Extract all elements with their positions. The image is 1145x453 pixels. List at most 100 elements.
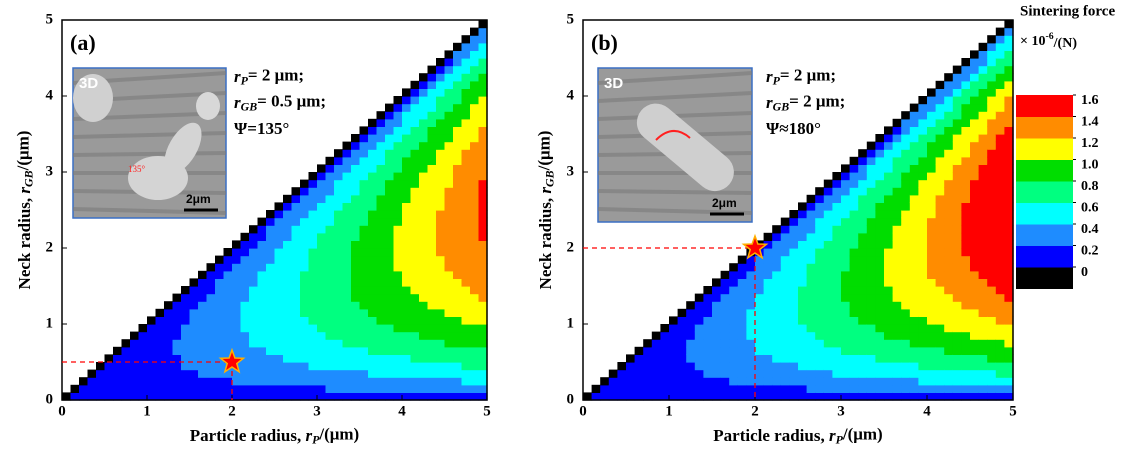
contour-cell xyxy=(918,392,928,401)
contour-cell xyxy=(729,331,739,340)
y-tick-label: 4 xyxy=(567,87,575,103)
contour-cell xyxy=(995,263,1005,272)
contour-cell xyxy=(402,377,412,386)
contour-cell xyxy=(478,339,488,348)
contour-cell xyxy=(291,225,301,234)
contour-cell xyxy=(712,308,722,317)
contour-cell xyxy=(240,293,250,302)
contour-cell xyxy=(266,210,276,219)
colorbar-label: 1.0 xyxy=(1081,158,1099,173)
contour-cell xyxy=(935,156,945,165)
contour-cell xyxy=(410,118,420,127)
contour-cell xyxy=(402,308,412,317)
contour-cell xyxy=(274,225,284,234)
contour-cell xyxy=(240,270,250,279)
contour-cell xyxy=(478,369,488,378)
contour-cell xyxy=(325,232,335,241)
contour-cell xyxy=(317,248,327,257)
x-tick-label: 4 xyxy=(398,403,406,419)
contour-cell xyxy=(147,346,157,355)
contour-cell xyxy=(427,240,437,249)
contour-cell xyxy=(274,248,284,257)
contour-cell xyxy=(815,316,825,325)
contour-cell xyxy=(274,240,284,249)
contour-cell xyxy=(643,339,653,348)
contour-cell xyxy=(427,331,437,340)
contour-cell xyxy=(995,27,1005,36)
contour-cell xyxy=(478,27,488,36)
contour-cell xyxy=(995,377,1005,386)
contour-cell xyxy=(453,293,463,302)
contour-cell xyxy=(591,392,601,401)
contour-cell xyxy=(419,172,429,181)
contour-cell xyxy=(737,384,747,393)
contour-cell xyxy=(206,301,216,310)
contour-cell xyxy=(436,248,446,257)
contour-cell xyxy=(342,179,352,188)
contour-cell xyxy=(402,118,412,127)
contour-cell xyxy=(402,369,412,378)
contour-cell xyxy=(249,255,259,264)
contour-cell xyxy=(643,354,653,363)
contour-cell xyxy=(686,339,696,348)
contour-cell xyxy=(436,308,446,317)
contour-cell xyxy=(410,179,420,188)
contour-cell xyxy=(952,301,962,310)
contour-cell xyxy=(918,126,928,135)
contour-cell xyxy=(393,331,403,340)
contour-cell xyxy=(935,179,945,188)
contour-cell xyxy=(189,278,199,287)
contour-cell xyxy=(651,362,661,371)
contour-cell xyxy=(444,316,454,325)
contour-cell xyxy=(427,263,437,272)
contour-cell xyxy=(368,316,378,325)
contour-cell xyxy=(104,354,114,363)
contour-cell xyxy=(198,369,208,378)
contour-cell xyxy=(419,80,429,89)
contour-cell xyxy=(832,263,842,272)
contour-cell xyxy=(823,286,833,295)
contour-cell xyxy=(1004,392,1014,401)
contour-cell xyxy=(841,369,851,378)
contour-cell xyxy=(995,369,1005,378)
contour-cell xyxy=(780,392,790,401)
contour-cell xyxy=(866,278,876,287)
contour-cell xyxy=(651,392,661,401)
contour-cell xyxy=(274,346,284,355)
contour-cell xyxy=(470,73,480,82)
panel-label: (b) xyxy=(591,30,618,55)
contour-cell xyxy=(410,392,420,401)
contour-cell xyxy=(970,96,980,105)
contour-cell xyxy=(849,179,859,188)
contour-cell xyxy=(961,324,971,333)
contour-cell xyxy=(720,286,730,295)
contour-cell xyxy=(198,308,208,317)
contour-cell xyxy=(300,316,310,325)
contour-cell xyxy=(952,377,962,386)
contour-cell xyxy=(978,263,988,272)
contour-cell xyxy=(206,331,216,340)
contour-cell xyxy=(892,339,902,348)
y-axis-label-part: Neck radius, xyxy=(536,194,555,290)
contour-cell xyxy=(823,194,833,203)
contour-cell xyxy=(478,384,488,393)
contour-cell xyxy=(172,293,182,302)
contour-cell xyxy=(978,103,988,112)
contour-cell xyxy=(866,248,876,257)
contour-cell xyxy=(875,164,885,173)
contour-cell xyxy=(918,111,928,120)
contour-cell xyxy=(806,225,816,234)
contour-cell xyxy=(935,308,945,317)
contour-cell xyxy=(909,240,919,249)
contour-cell xyxy=(232,384,242,393)
contour-cell xyxy=(342,270,352,279)
contour-cell xyxy=(677,369,687,378)
contour-cell xyxy=(918,301,928,310)
contour-cell xyxy=(410,293,420,302)
contour-cell xyxy=(858,179,868,188)
contour-cell xyxy=(376,369,386,378)
contour-cell xyxy=(453,278,463,287)
contour-cell xyxy=(987,35,997,44)
contour-cell xyxy=(600,392,610,401)
contour-cell xyxy=(419,308,429,317)
